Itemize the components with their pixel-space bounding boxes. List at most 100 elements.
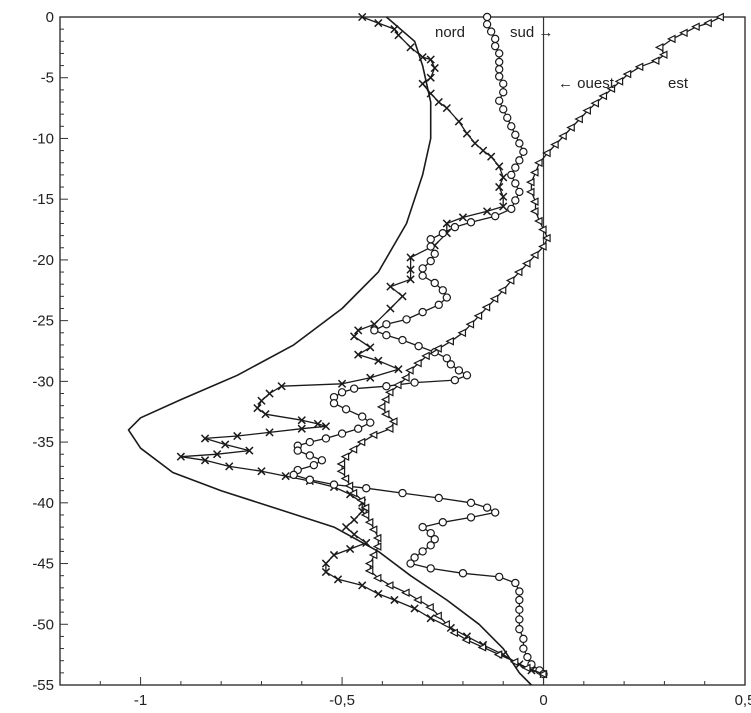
data-point-x [281, 471, 290, 481]
data-point-triangle [421, 351, 430, 361]
data-point-triangle [473, 311, 483, 321]
y-tick-label: -25 [32, 313, 54, 330]
data-point-x [321, 559, 331, 568]
data-point-circle [426, 564, 435, 573]
data-point-x [265, 428, 274, 437]
data-point-circle [486, 27, 496, 36]
data-point-x [362, 538, 371, 548]
series-none [127, 16, 532, 686]
data-point-triangle [461, 635, 471, 645]
data-point-circle [511, 196, 520, 205]
data-point-circle [515, 605, 524, 614]
data-point-x [245, 446, 254, 455]
data-point-x [390, 595, 399, 605]
annotation-nord: nord [435, 24, 465, 41]
data-point-x [313, 419, 323, 429]
data-point-triangle [384, 424, 394, 434]
data-point-circle [438, 518, 447, 527]
data-point-x [406, 265, 415, 274]
data-point-triangle [658, 50, 668, 59]
annotation-est: est [668, 75, 689, 92]
data-point-x [390, 25, 399, 34]
data-point-circle [382, 320, 391, 329]
data-point-circle [398, 488, 407, 498]
data-point-triangle [598, 91, 608, 101]
x-tick-label: 0 [539, 692, 547, 709]
data-point-circle [418, 547, 427, 556]
data-point-triangle [360, 503, 370, 513]
data-point-x [257, 467, 266, 476]
x-tick-label: 0,5 [735, 692, 751, 709]
data-point-x [261, 410, 270, 419]
data-point-circle [366, 418, 375, 427]
data-point-triangle [715, 12, 724, 22]
data-point-triangle [372, 542, 382, 551]
data-point-x [333, 575, 343, 584]
data-point-triangle [537, 669, 547, 679]
data-point-x [297, 424, 306, 433]
data-point-circle [490, 34, 500, 44]
data-point-triangle [433, 611, 442, 621]
data-point-x [200, 434, 210, 443]
data-point-x [366, 373, 375, 382]
y-tick-label: 0 [46, 9, 54, 26]
data-point-x [487, 152, 496, 161]
data-point-triangle [582, 106, 591, 115]
data-point-x [350, 515, 359, 524]
data-point-x [366, 343, 375, 352]
data-point-circle [398, 335, 407, 345]
data-point-circle [305, 437, 315, 447]
data-point-triangle [340, 452, 350, 461]
data-point-circle [426, 528, 435, 538]
data-point-x [426, 55, 435, 64]
data-point-triangle [388, 417, 398, 426]
data-point-x [478, 146, 488, 155]
data-point-x [358, 581, 367, 590]
data-point-x [297, 416, 306, 425]
data-point-circle [434, 300, 443, 310]
y-axis: 0 -5 -10 -15 -20 -25 -30 -35 -40 -45 -50 -55 [32, 9, 68, 694]
data-point-circle [507, 170, 516, 180]
data-point-triangle [348, 445, 358, 454]
y-tick-label: -45 [32, 556, 54, 573]
data-point-triangle [521, 259, 531, 268]
data-point-circle [382, 382, 391, 391]
data-point-circle [503, 113, 512, 123]
data-point-triangle [433, 344, 442, 353]
data-point-triangle [360, 510, 370, 520]
data-point-circle [490, 211, 500, 221]
data-point-x [430, 63, 439, 73]
data-point-circle [507, 122, 516, 131]
data-point-x [470, 139, 480, 148]
data-point-x [442, 103, 451, 113]
data-point-triangle [368, 550, 378, 560]
data-point-triangle [703, 18, 712, 28]
data-point-circle [511, 163, 520, 172]
data-point-x [329, 550, 339, 560]
data-point-triangle [574, 114, 583, 124]
data-point-triangle [533, 216, 543, 226]
data-point-circle [289, 470, 298, 480]
data-point-triangle [441, 619, 450, 629]
data-point-x [374, 589, 383, 599]
data-point-circle [406, 559, 415, 568]
data-point-circle [495, 72, 504, 81]
data-point-triangle [481, 302, 491, 312]
data-point-triangle [356, 496, 366, 505]
data-point-x [221, 440, 230, 449]
data-point-triangle [542, 233, 551, 243]
data-point-circle [410, 553, 419, 562]
data-point-x [410, 604, 419, 613]
data-point-triangle [368, 525, 378, 534]
data-point-triangle [529, 168, 539, 177]
data-point-x [418, 52, 427, 62]
series-circle [289, 12, 548, 679]
data-point-circle [418, 307, 427, 317]
data-point-x [321, 422, 331, 431]
data-point-circle [515, 624, 524, 634]
data-point-triangle [666, 34, 676, 44]
data-point-triangle [614, 77, 624, 86]
data-point-triangle [400, 373, 410, 383]
